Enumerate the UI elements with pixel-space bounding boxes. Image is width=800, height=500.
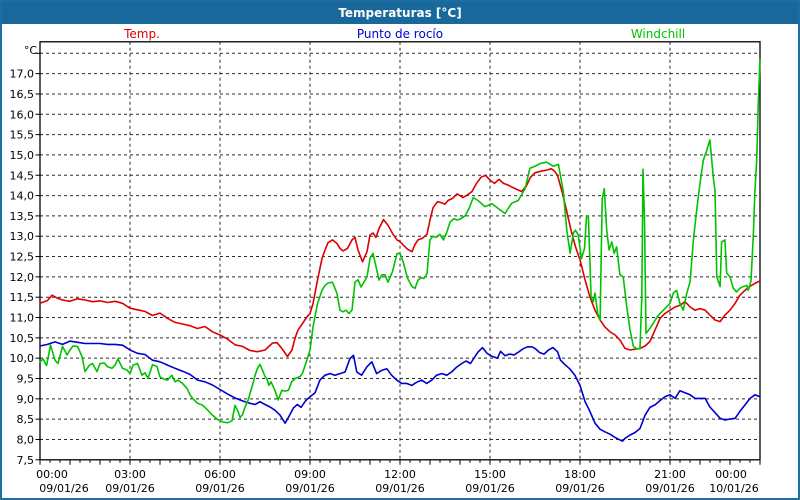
- legend-windchill: Windchill: [630, 27, 686, 41]
- x-tick-time: 18:00: [564, 468, 596, 481]
- y-tick-label: 15,5: [10, 129, 35, 142]
- x-tick-date: 09/01/26: [195, 482, 244, 495]
- x-tick-time: 12:00: [384, 468, 416, 481]
- temperature-chart: °C 17,0 16,5 16,0 15,5 15,0 14,5 14,0 13,5 13,0 12…: [10, 41, 761, 495]
- y-tick-label: 11,5: [10, 291, 35, 304]
- y-tick-label: 11,0: [10, 312, 35, 325]
- y-tick-label: 14,0: [10, 190, 35, 203]
- y-tick-label: 12,0: [10, 271, 35, 284]
- y-tick-label: 9,0: [17, 393, 35, 406]
- x-tick-time: 21:00: [654, 468, 686, 481]
- y-tick-label: 12,5: [10, 251, 35, 264]
- y-tick-label: 14,5: [10, 169, 35, 182]
- x-tick-time: 00:00: [715, 468, 747, 481]
- windchill-series-line: [39, 58, 761, 424]
- y-tick-label: 8,0: [17, 433, 35, 446]
- y-tick-label: 17,0: [10, 68, 35, 81]
- y-tick-label: 9,5: [17, 373, 35, 386]
- x-tick-date: 09/01/26: [645, 482, 694, 495]
- x-tick-date: 09/01/26: [375, 482, 424, 495]
- y-tick-label: 13,0: [10, 230, 35, 243]
- legend-dew-point: Punto de rocío: [356, 27, 444, 41]
- x-tick-time: 09:00: [294, 468, 326, 481]
- y-tick-label: 16,5: [10, 88, 35, 101]
- x-tick-time: 00:00: [36, 468, 68, 481]
- x-tick-date: 09/01/26: [555, 482, 604, 495]
- y-tick-label: 10,5: [10, 332, 35, 345]
- x-tick-date: 10/01/26: [709, 482, 758, 495]
- y-tick-label: 10,0: [10, 352, 35, 365]
- x-tick-time: 15:00: [474, 468, 506, 481]
- y-tick-label: 13,5: [10, 210, 35, 223]
- chart-area: °C 17,0 16,5 16,0 15,5 15,0 14,5 14,0 13,5 13,0 12…: [2, 24, 798, 498]
- y-tick-label: 7,5: [17, 454, 35, 467]
- x-tick-time: 06:00: [204, 468, 236, 481]
- legend-temp: Temp.: [124, 27, 160, 41]
- x-tick-time: 03:00: [114, 468, 146, 481]
- y-tick-label: 16,0: [10, 108, 35, 121]
- x-tick-date: 09/01/26: [465, 482, 514, 495]
- y-tick-label: 15,0: [10, 149, 35, 162]
- x-tick-date: 09/01/26: [105, 482, 154, 495]
- dew-point-series-line: [39, 340, 761, 442]
- title-bar: Temperaturas [°C]: [2, 2, 798, 24]
- x-tick-date: 09/01/26: [39, 482, 88, 495]
- temp-series-line: [39, 167, 761, 358]
- y-axis-unit: °C: [24, 44, 38, 57]
- y-tick-label: 8,5: [17, 413, 35, 426]
- page-title: Temperaturas [°C]: [338, 6, 462, 20]
- x-tick-date: 09/01/26: [285, 482, 334, 495]
